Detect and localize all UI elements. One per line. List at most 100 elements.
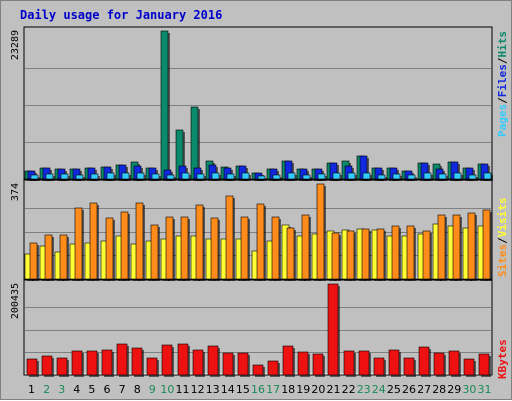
bar-kbytes-day-10 <box>161 344 173 376</box>
x-tick-label-day-22: 22 <box>342 383 356 396</box>
bar-pages-day-14 <box>226 173 235 180</box>
legend-pages: Pages <box>496 104 509 137</box>
bar-sites-day-27 <box>422 230 431 280</box>
x-tick-label-day-25: 25 <box>387 383 401 396</box>
bar-sites-day-19 <box>301 214 310 280</box>
bar-sites-day-9 <box>150 224 159 280</box>
bar-sites-day-7 <box>120 211 129 280</box>
bar-pages-day-17 <box>272 174 281 180</box>
bar-pages-day-8 <box>136 172 145 180</box>
x-tick-label-day-7: 7 <box>119 383 126 396</box>
x-tick-label-day-14: 14 <box>221 383 235 396</box>
bar-kbytes-day-3 <box>56 357 68 376</box>
bar-kbytes-day-31 <box>478 353 490 376</box>
bar-sites-day-28 <box>437 214 446 280</box>
legend-group: Sites/Visits <box>496 198 509 278</box>
bar-kbytes-day-28 <box>433 352 445 376</box>
bar-kbytes-day-17 <box>267 360 279 376</box>
bar-kbytes-day-23 <box>358 350 370 376</box>
bar-kbytes-day-2 <box>41 355 53 376</box>
x-tick-label-day-2: 2 <box>43 383 50 396</box>
bar-hits-day-10 <box>160 30 169 180</box>
y-max-label-hits-files-pages: 23289 <box>10 30 21 60</box>
bar-kbytes-day-14 <box>222 352 234 376</box>
bar-sites-day-14 <box>225 195 234 280</box>
bar-pages-day-12 <box>196 173 205 180</box>
bar-kbytes-day-1 <box>26 358 38 376</box>
bar-sites-day-23 <box>361 228 370 280</box>
bar-sites-day-21 <box>331 232 340 280</box>
bar-pages-day-1 <box>30 174 39 180</box>
bar-pages-day-13 <box>211 172 220 180</box>
x-tick-label-day-19: 19 <box>296 383 310 396</box>
bar-pages-day-16 <box>257 175 266 180</box>
bar-kbytes-day-5 <box>86 350 98 376</box>
bar-kbytes-day-11 <box>177 343 189 376</box>
bar-kbytes-day-22 <box>343 350 355 376</box>
bar-kbytes-day-26 <box>403 357 415 376</box>
x-tick-label-day-30: 30 <box>462 383 476 396</box>
x-tick-label-day-20: 20 <box>311 383 325 396</box>
x-tick-label-day-29: 29 <box>447 383 461 396</box>
x-tick-label-day-6: 6 <box>104 383 111 396</box>
bar-sites-day-17 <box>271 216 280 280</box>
bar-sites-day-13 <box>210 217 219 280</box>
bar-kbytes-day-8 <box>131 347 143 376</box>
bar-pages-day-23 <box>362 172 371 180</box>
bar-pages-day-6 <box>106 172 115 180</box>
bar-pages-day-3 <box>60 173 69 180</box>
x-tick-label-day-9: 9 <box>149 383 156 396</box>
bar-kbytes-day-9 <box>146 357 158 376</box>
bar-sites-day-11 <box>180 216 189 280</box>
bar-kbytes-day-18 <box>282 345 294 376</box>
x-tick-label-day-11: 11 <box>176 383 190 396</box>
bar-sites-day-30 <box>467 212 476 280</box>
bar-sites-day-16 <box>256 203 265 280</box>
bar-sites-day-31 <box>482 209 491 280</box>
bar-kbytes-day-27 <box>418 346 430 376</box>
legend-separator: / <box>496 97 509 104</box>
bar-pages-day-16-shadow <box>260 178 267 181</box>
x-tick-label-day-17: 17 <box>266 383 280 396</box>
bar-pages-day-26 <box>407 174 416 180</box>
bar-sites-day-8 <box>135 202 144 280</box>
legend-separator: / <box>496 237 509 244</box>
panel-hits-files-pages <box>23 26 493 180</box>
bar-pages-day-24 <box>377 174 386 180</box>
bar-sites-day-15 <box>240 216 249 280</box>
bar-pages-day-7 <box>121 172 130 180</box>
legend-hits: Hits <box>496 31 509 58</box>
bar-sites-day-3 <box>59 234 68 280</box>
bar-kbytes-day-19 <box>297 351 309 376</box>
bar-sites-day-18 <box>286 227 295 280</box>
bar-pages-day-11 <box>181 172 190 180</box>
x-tick-label-day-13: 13 <box>206 383 220 396</box>
bar-kbytes-day-16 <box>252 364 264 376</box>
legend-files: Files <box>496 64 509 97</box>
bar-sites-day-26 <box>406 225 415 280</box>
bar-kbytes-day-13 <box>207 345 219 376</box>
bar-pages-day-30 <box>468 174 477 180</box>
bar-pages-day-2 <box>45 173 54 180</box>
bar-kbytes-day-6 <box>101 349 113 376</box>
x-tick-label-day-28: 28 <box>432 383 446 396</box>
bar-pages-day-20 <box>317 173 326 180</box>
bar-pages-day-28 <box>438 173 447 180</box>
bar-pages-day-10 <box>166 174 175 180</box>
bar-sites-day-12 <box>195 204 204 280</box>
bar-pages-day-21 <box>332 172 341 180</box>
x-tick-label-day-31: 31 <box>478 383 492 396</box>
bar-pages-day-22 <box>347 172 356 180</box>
bar-kbytes-day-4 <box>71 350 83 376</box>
bar-sites-day-20 <box>316 183 325 280</box>
bar-sites-day-22 <box>346 230 355 280</box>
bar-kbytes-day-12 <box>192 349 204 376</box>
bar-sites-day-4 <box>74 207 83 280</box>
bar-kbytes-day-7 <box>116 343 128 376</box>
bar-sites-day-29 <box>452 214 461 280</box>
bar-sites-day-2 <box>44 234 53 280</box>
y-max-label-visits-sites: 374 <box>10 183 21 201</box>
x-tick-label-day-15: 15 <box>236 383 250 396</box>
